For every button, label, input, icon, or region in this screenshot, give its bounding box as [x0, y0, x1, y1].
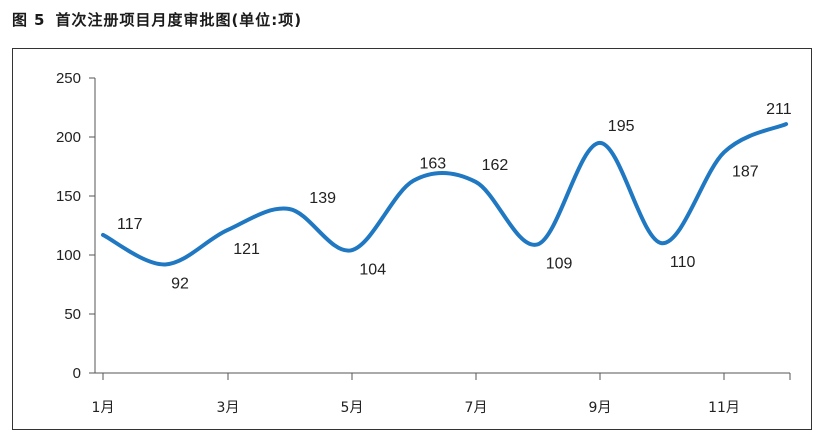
- data-label: 104: [359, 261, 386, 278]
- data-label: 121: [233, 241, 260, 258]
- x-tick-label: 1月: [92, 400, 115, 416]
- chart-title: 图 5 首次注册项目月度审批图(单位:项): [12, 9, 302, 30]
- x-tick-label: 9月: [589, 400, 612, 416]
- data-label: 109: [546, 255, 573, 272]
- data-label: 162: [482, 157, 509, 174]
- x-tick-label: 7月: [465, 400, 488, 416]
- x-tick-label: 11月: [708, 400, 740, 416]
- data-label: 110: [670, 254, 696, 271]
- y-tick-label: 0: [73, 365, 81, 382]
- y-tick-label: 100: [56, 247, 81, 264]
- title-prefix: 图: [12, 11, 29, 29]
- title-number: 5: [34, 11, 46, 29]
- data-label: 195: [608, 118, 635, 135]
- data-label: 139: [309, 190, 336, 207]
- y-tick-label: 150: [56, 188, 81, 205]
- y-tick-label: 200: [56, 129, 81, 146]
- x-tick-label: 5月: [341, 400, 364, 416]
- data-label: 211: [766, 101, 792, 118]
- data-label: 187: [732, 163, 759, 180]
- title-text: 首次注册项目月度审批图(单位:项): [55, 11, 303, 29]
- y-tick-label: 50: [64, 306, 81, 323]
- data-label: 117: [117, 216, 143, 233]
- chart-frame: [12, 48, 812, 430]
- y-tick-label: 250: [56, 70, 81, 87]
- data-label: 92: [171, 275, 189, 292]
- data-label: 163: [420, 156, 447, 173]
- series-line: [101, 122, 789, 267]
- x-tick-label: 3月: [217, 400, 240, 416]
